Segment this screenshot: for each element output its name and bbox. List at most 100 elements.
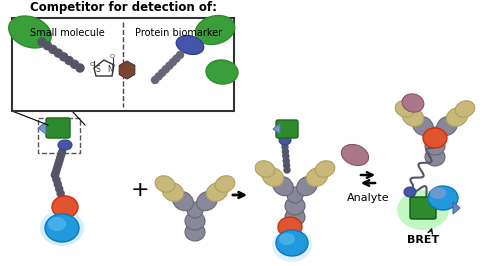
Text: S: S [96,65,100,74]
FancyBboxPatch shape [410,197,436,219]
Ellipse shape [285,208,305,226]
Ellipse shape [306,168,328,186]
Ellipse shape [279,233,295,245]
Circle shape [289,238,293,242]
Ellipse shape [185,212,205,230]
Ellipse shape [176,36,204,55]
Circle shape [58,194,66,202]
Circle shape [49,45,57,53]
Ellipse shape [40,210,84,246]
Circle shape [53,166,60,173]
Ellipse shape [402,108,423,126]
Circle shape [288,236,292,240]
Circle shape [53,176,60,183]
Ellipse shape [430,187,446,199]
Circle shape [284,167,290,173]
Text: Protein biomarker: Protein biomarker [135,28,222,38]
Circle shape [58,151,64,158]
Circle shape [155,73,162,80]
Polygon shape [119,61,135,79]
Circle shape [152,77,158,84]
Circle shape [38,38,46,46]
Ellipse shape [397,190,449,230]
Ellipse shape [278,217,302,237]
Ellipse shape [215,176,235,192]
Circle shape [54,163,61,170]
Polygon shape [273,124,280,134]
Ellipse shape [272,228,312,262]
Circle shape [282,144,288,150]
Ellipse shape [285,197,305,215]
Ellipse shape [279,135,291,145]
Circle shape [288,235,292,239]
Ellipse shape [427,127,443,143]
Circle shape [166,62,173,69]
Ellipse shape [446,108,468,126]
Ellipse shape [287,187,303,203]
Ellipse shape [262,168,283,186]
Text: O: O [90,63,94,68]
Ellipse shape [196,191,218,211]
Polygon shape [453,202,460,214]
Ellipse shape [206,60,238,84]
Ellipse shape [187,202,203,218]
Bar [12,18,234,111]
Circle shape [57,154,64,161]
Ellipse shape [162,183,184,201]
Circle shape [52,172,59,178]
Circle shape [176,52,184,59]
Ellipse shape [425,148,445,166]
Ellipse shape [425,137,445,155]
Ellipse shape [58,140,72,150]
Text: O: O [110,55,114,60]
Ellipse shape [172,191,194,211]
Circle shape [52,169,60,176]
Circle shape [56,185,62,192]
Circle shape [55,160,62,167]
Bar [38,118,80,153]
Circle shape [173,55,180,62]
Circle shape [57,190,64,197]
Ellipse shape [196,15,234,44]
Polygon shape [38,122,46,134]
Ellipse shape [342,144,368,165]
Ellipse shape [404,187,416,197]
Ellipse shape [52,196,78,218]
Ellipse shape [455,101,475,117]
Ellipse shape [412,116,434,136]
Circle shape [60,53,68,61]
Circle shape [56,157,63,164]
FancyBboxPatch shape [46,118,70,138]
Text: Competitor for detection of:: Competitor for detection of: [30,1,216,14]
Ellipse shape [45,214,79,242]
Circle shape [58,148,66,156]
Text: Small molecule: Small molecule [30,28,105,38]
Ellipse shape [206,183,228,201]
Polygon shape [94,60,114,76]
Ellipse shape [255,161,275,177]
Circle shape [283,153,289,159]
Circle shape [52,172,59,178]
Text: BRET: BRET [407,235,439,245]
Ellipse shape [315,161,335,177]
Circle shape [65,57,73,65]
Circle shape [162,66,169,73]
Circle shape [284,163,290,168]
Ellipse shape [185,223,205,241]
Circle shape [76,64,84,72]
Circle shape [70,60,78,68]
Ellipse shape [296,176,318,196]
Ellipse shape [395,101,415,117]
FancyBboxPatch shape [276,120,298,138]
Ellipse shape [436,116,458,136]
Text: N: N [107,65,113,74]
Ellipse shape [423,128,447,148]
Circle shape [44,42,52,50]
Ellipse shape [272,176,293,196]
Text: +: + [130,180,150,200]
Circle shape [54,49,62,57]
Circle shape [282,149,288,155]
Ellipse shape [276,230,308,256]
Ellipse shape [428,186,458,210]
Circle shape [54,181,62,188]
